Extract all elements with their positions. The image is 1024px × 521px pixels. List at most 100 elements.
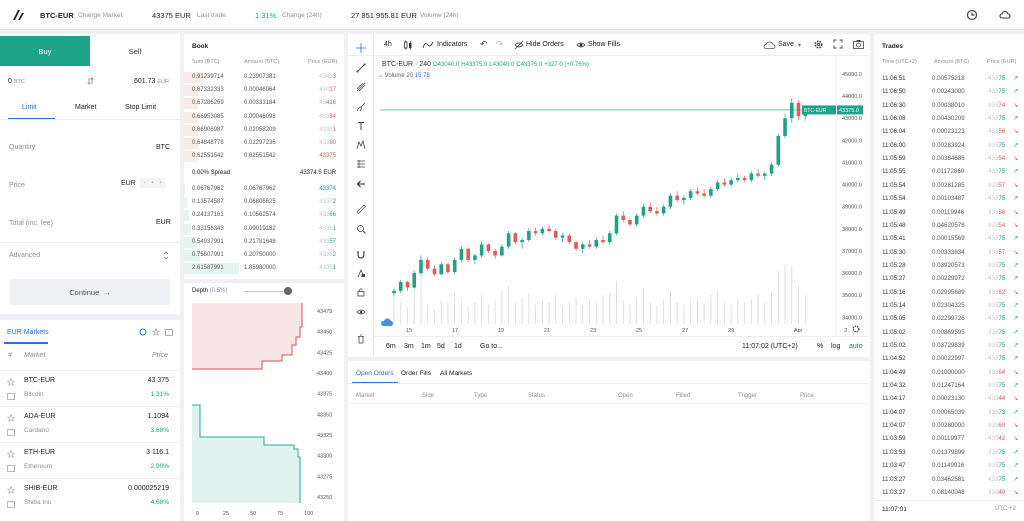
price-suffix: 75	[998, 301, 1006, 309]
time-range-3m[interactable]: 3m	[404, 343, 414, 350]
bid-row[interactable]: 0.06767962 0.06767962 43374	[184, 183, 344, 196]
plus-icon[interactable]: +	[159, 180, 163, 186]
cloud-marker-icon[interactable]	[381, 318, 393, 327]
indicators-button[interactable]: Indicators	[437, 41, 468, 48]
show-fills-button[interactable]: Show Fills	[588, 41, 620, 48]
text-icon[interactable]	[356, 121, 366, 131]
pitchfork-icon[interactable]	[356, 82, 366, 92]
market-row[interactable]: ETH-EUR Ethereum 3 116.1 2.90%	[0, 442, 180, 476]
time-range-6m[interactable]: 6m	[386, 343, 396, 350]
order-type-limit[interactable]: Limit	[22, 104, 37, 111]
hide-orders-button[interactable]: Hide Orders	[526, 41, 564, 48]
bid-row[interactable]: 0.54937991 0.21781648 43357	[184, 236, 344, 249]
trade-time: 11:05:30	[882, 248, 906, 256]
market-row[interactable]: ADA-EUR Cardano 1.1094 3.68%	[0, 406, 180, 440]
quantity-input[interactable]	[8, 137, 172, 157]
star-icon[interactable]	[7, 378, 15, 386]
candle	[763, 171, 767, 181]
lock-icon[interactable]	[356, 287, 366, 297]
ask-row[interactable]: 0.64848778 0.02297236 43380	[184, 137, 344, 150]
ask-row[interactable]: 0.66953085 0.00046098 43384	[184, 111, 344, 124]
back-arrow-icon[interactable]	[356, 179, 366, 189]
auto-toggle[interactable]: auto	[849, 343, 863, 350]
interval-selector[interactable]: 4h	[384, 41, 392, 48]
bid-row[interactable]: 0.75607991 0.20750000 43352	[184, 249, 344, 262]
ask-row[interactable]: 0.66906987 0.02058209 43381	[184, 124, 344, 137]
undo-icon[interactable]: ↶	[480, 39, 488, 49]
time-range-5d[interactable]: 5d	[437, 343, 445, 350]
ask-row[interactable]: 0.67286269 0.00333184 43416	[184, 97, 344, 110]
tab-open-orders[interactable]: Open Orders	[356, 370, 394, 377]
logo[interactable]	[12, 0, 26, 30]
ask-depth-line	[192, 303, 303, 370]
advanced-toggle[interactable]: Advanced	[9, 252, 41, 259]
market-row[interactable]: BTC-EUR Bitcoin 43 375 1.31%	[0, 370, 180, 404]
zoom-icon[interactable]	[356, 224, 366, 234]
price-chart[interactable]: 45000.0 44000.0 43000.0 42000.0 41000.0 40000…	[374, 56, 870, 336]
swap-icon[interactable]	[87, 77, 94, 87]
trash-icon[interactable]	[356, 334, 366, 344]
trendline-icon[interactable]	[356, 63, 366, 73]
fullscreen-icon[interactable]	[833, 39, 843, 51]
star-icon[interactable]	[7, 450, 15, 458]
sell-tab[interactable]: Sell	[128, 46, 142, 56]
ask-row[interactable]: 0.62551542 0.62551542 43375	[184, 150, 344, 163]
time-range-1d[interactable]: 1d	[454, 343, 462, 350]
bid-row[interactable]: 0.24137161 0.10562574 43366	[184, 209, 344, 222]
market-row[interactable]: SHIB-EUR Shiba Inu 0.000025219 4.68%	[0, 478, 180, 512]
ask-row[interactable]: 0.67332333 0.00046064 43417	[184, 84, 344, 97]
price-prefix: 433	[988, 475, 999, 483]
volume-bar	[589, 300, 590, 324]
wallet-filter-icon[interactable]	[165, 328, 173, 338]
chevron-down-icon[interactable]: ⌄	[378, 73, 384, 79]
volume-bar	[723, 302, 725, 324]
pattern-icon[interactable]	[356, 140, 366, 150]
depth-slider-handle[interactable]	[284, 287, 292, 295]
order-type-market[interactable]: Market	[75, 104, 97, 111]
brush-icon[interactable]	[356, 102, 366, 112]
eye-icon[interactable]	[576, 40, 586, 52]
star-icon[interactable]	[7, 486, 15, 494]
total-input[interactable]	[8, 212, 172, 232]
camera-icon[interactable]	[853, 39, 864, 51]
circle-filter-icon[interactable]	[139, 328, 147, 338]
bid-row[interactable]: 0.13574587 0.06806625 43372	[184, 196, 344, 209]
minus-icon[interactable]: -	[143, 180, 146, 186]
theme-toggle[interactable]	[999, 0, 1011, 30]
price-input[interactable]	[8, 174, 118, 194]
bid-row[interactable]: 0.33156343 0.09019182 43361	[184, 223, 344, 236]
visibility-icon[interactable]	[356, 307, 366, 317]
trade-time: 11:05:27	[882, 275, 906, 283]
tab-all-markets[interactable]: All Markets	[440, 370, 473, 377]
book-price: 43372	[319, 199, 336, 205]
continue-button[interactable]: Continue →	[10, 279, 170, 305]
lock-drawing-icon[interactable]	[356, 268, 366, 278]
candle-type-icon[interactable]	[403, 40, 413, 52]
time-range-1m[interactable]: 1m	[421, 343, 431, 350]
indicators-icon[interactable]	[422, 40, 434, 52]
bid-row[interactable]: 2.61587991 1.85980000 43351	[184, 262, 344, 275]
percent-toggle[interactable]: %	[817, 343, 824, 350]
log-toggle[interactable]: log	[831, 343, 841, 350]
star-filter-icon[interactable]	[151, 327, 161, 338]
hide-orders-icon[interactable]	[514, 40, 524, 52]
redo-icon[interactable]: ↷	[496, 39, 504, 49]
goto-button[interactable]: Go to...	[480, 343, 503, 350]
star-icon[interactable]	[7, 414, 15, 422]
ask-row[interactable]: 0.91239714 0.23907381 43413	[184, 71, 344, 84]
ruler-icon[interactable]	[356, 204, 366, 214]
magnet-icon[interactable]	[356, 249, 366, 259]
measure-icon[interactable]	[356, 159, 366, 169]
cloud-save-icon[interactable]	[763, 40, 776, 52]
price-stepper[interactable]: - • +	[140, 178, 166, 188]
chart-settings-icon[interactable]	[852, 325, 860, 333]
crosshair-icon[interactable]	[356, 43, 366, 53]
settings-gear-icon[interactable]	[813, 39, 824, 52]
order-type-stop-limit[interactable]: Stop Limit	[125, 104, 157, 111]
markets-title[interactable]: EUR Markets	[7, 329, 49, 336]
tab-order-fills[interactable]: Order Fills	[401, 370, 431, 377]
change-market-link[interactable]: Change Market	[78, 11, 123, 19]
buy-tab[interactable]: Buy	[0, 36, 90, 66]
account-button[interactable]	[966, 0, 978, 30]
save-button[interactable]: Save	[778, 41, 794, 48]
